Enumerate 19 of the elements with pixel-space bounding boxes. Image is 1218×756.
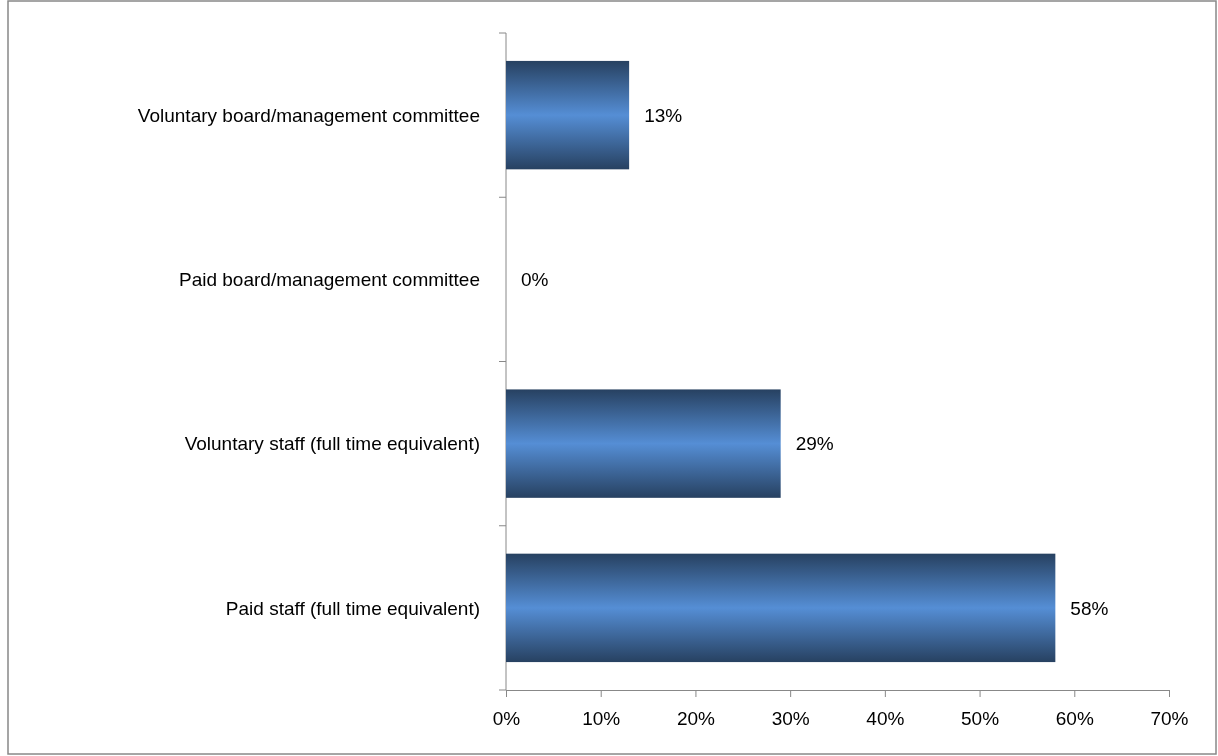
x-tick-label: 40% <box>866 707 905 729</box>
x-tick-label: 50% <box>961 707 1000 729</box>
data-label: 13% <box>644 104 683 126</box>
y-tick-label: Paid board/management committee <box>179 269 480 291</box>
bar <box>506 60 630 170</box>
y-tick-label: Paid staff (full time equivalent) <box>225 597 480 619</box>
x-tick-label: 20% <box>676 707 716 729</box>
data-label: 29% <box>795 433 834 455</box>
x-tick-label: 60% <box>1055 707 1094 729</box>
bar <box>506 389 781 498</box>
x-tick-label: 0% <box>492 707 521 729</box>
data-label: 0% <box>521 269 549 291</box>
bar <box>506 553 1056 663</box>
y-tick-label: Voluntary board/management committee <box>137 104 480 126</box>
x-tick-label: 10% <box>582 707 621 729</box>
x-tick-label: 70% <box>1150 707 1189 729</box>
x-tick-label: 30% <box>771 707 810 729</box>
data-label: 58% <box>1070 597 1109 619</box>
y-tick-label: Voluntary staff (full time equivalent) <box>184 433 480 455</box>
